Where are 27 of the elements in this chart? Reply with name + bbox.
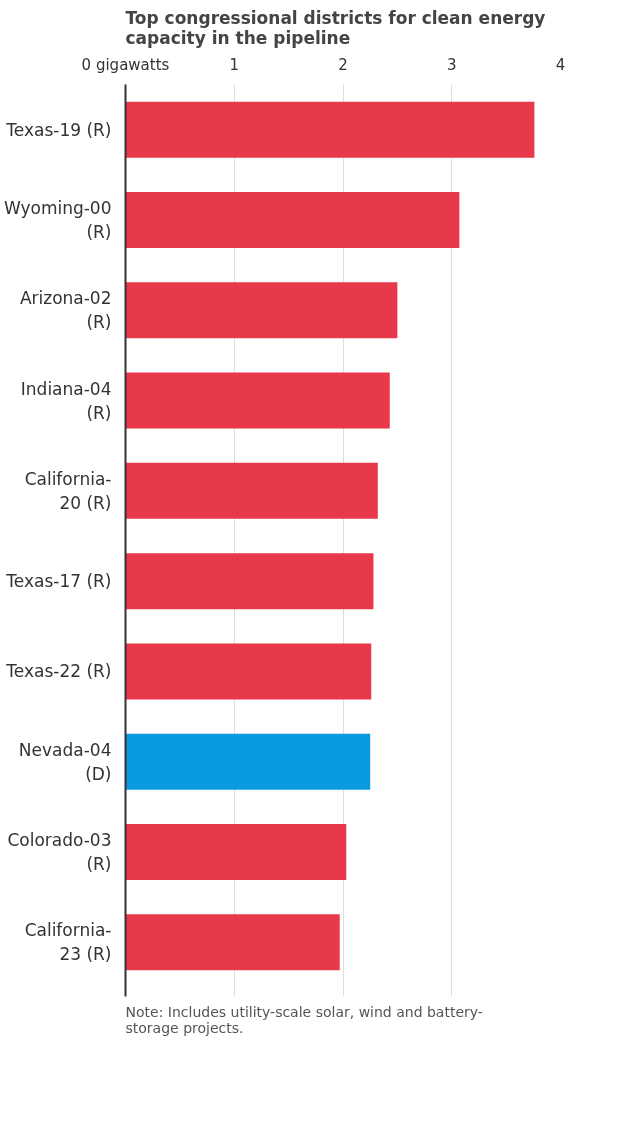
- y-tick-label: Wyoming-00 (R): [3, 197, 112, 242]
- x-tick-label: 4: [555, 55, 566, 74]
- bar: [125, 191, 460, 248]
- x-tick-label: 0 gigawatts: [81, 55, 170, 74]
- y-tick-label: California-20 (R): [24, 468, 112, 513]
- bar: [125, 824, 347, 881]
- bar: [125, 914, 340, 971]
- y-tick-label: Indiana-04 (R): [20, 378, 112, 423]
- x-tick-label: 2: [338, 55, 348, 74]
- y-tick-label: Nevada-04 (D): [18, 739, 112, 784]
- x-tick-label: 1: [229, 55, 240, 74]
- y-tick-label: Texas-22 (R): [5, 661, 112, 682]
- y-tick-label: California-23 (R): [24, 920, 112, 965]
- bar: [125, 553, 374, 610]
- bar: [125, 733, 371, 790]
- y-tick-label: Texas-19 (R): [5, 119, 112, 140]
- bar: [125, 101, 535, 158]
- y-tick-label: Texas-17 (R): [5, 571, 112, 592]
- bar: [125, 282, 398, 339]
- bar: [125, 462, 378, 519]
- y-tick-label: Arizona-02 (R): [19, 288, 112, 333]
- x-tick-label: 3: [446, 55, 457, 74]
- text: Note: Includes utility-scale solar, wind and battery-storage projects.: [125, 1003, 483, 1036]
- bar: [125, 643, 372, 700]
- bar: [125, 372, 390, 429]
- y-tick-label: Colorado-03 (R): [7, 830, 112, 875]
- chart-title: Top congressional districts for clean energy capacity in the pipeline: [125, 7, 546, 48]
